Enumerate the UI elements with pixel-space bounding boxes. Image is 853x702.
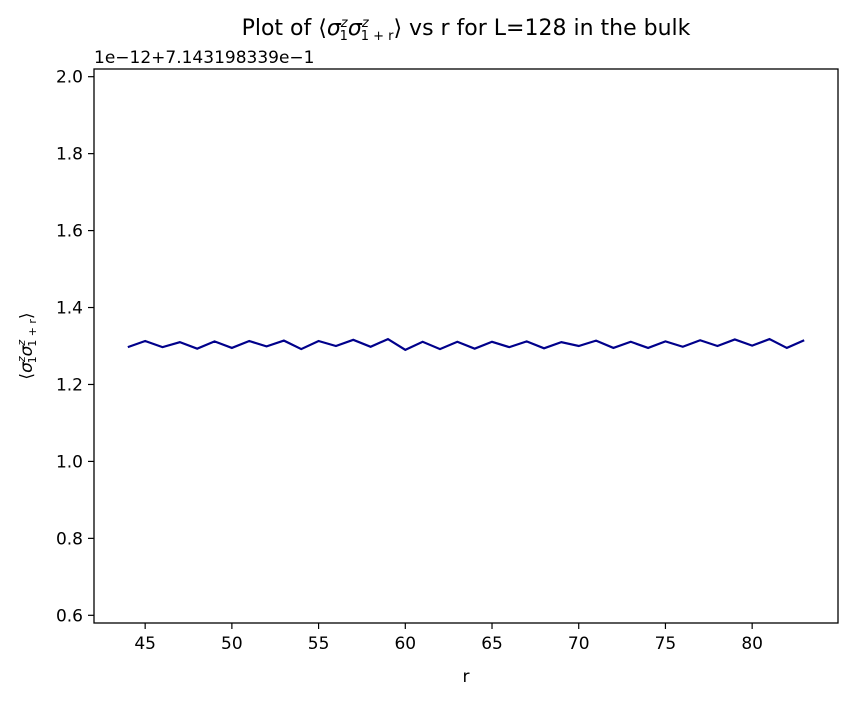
y-axis-label: ⟨σz1σz1 + r⟩ — [15, 312, 39, 379]
x-tick-label: 50 — [221, 634, 243, 654]
x-axis-label: r — [463, 667, 470, 687]
x-tick-label: 45 — [134, 634, 156, 654]
x-axis: 45 50 55 60 65 70 75 80 — [134, 623, 763, 654]
y-tick-label: 1.0 — [56, 452, 83, 472]
series-layer — [127, 337, 805, 352]
x-tick-label: 65 — [481, 634, 503, 654]
chart-title: Plot of ⟨σz 1σz 1 + r⟩ vs r for L=128 in t… — [242, 16, 691, 44]
y-axis: 0.6 0.8 1.0 1.2 1.4 1.6 1.8 2.0 — [56, 68, 94, 626]
y-tick-label: 1.2 — [56, 375, 83, 395]
y-tick-label: 1.8 — [56, 145, 83, 165]
y-offset-text: 1e−12+7.143198339e−1 — [94, 48, 314, 68]
x-tick-label: 55 — [308, 634, 330, 654]
x-tick-label: 70 — [568, 634, 590, 654]
x-tick-label: 60 — [394, 634, 416, 654]
y-tick-label: 0.8 — [56, 529, 83, 549]
y-tick-label: 1.6 — [56, 222, 83, 242]
x-tick-label: 80 — [741, 634, 763, 654]
y-tick-label: 2.0 — [56, 68, 83, 88]
y-tick-label: 1.4 — [56, 299, 83, 319]
x-tick-label: 75 — [655, 634, 677, 654]
y-tick-label: 0.6 — [56, 606, 83, 626]
series-line — [127, 337, 805, 352]
